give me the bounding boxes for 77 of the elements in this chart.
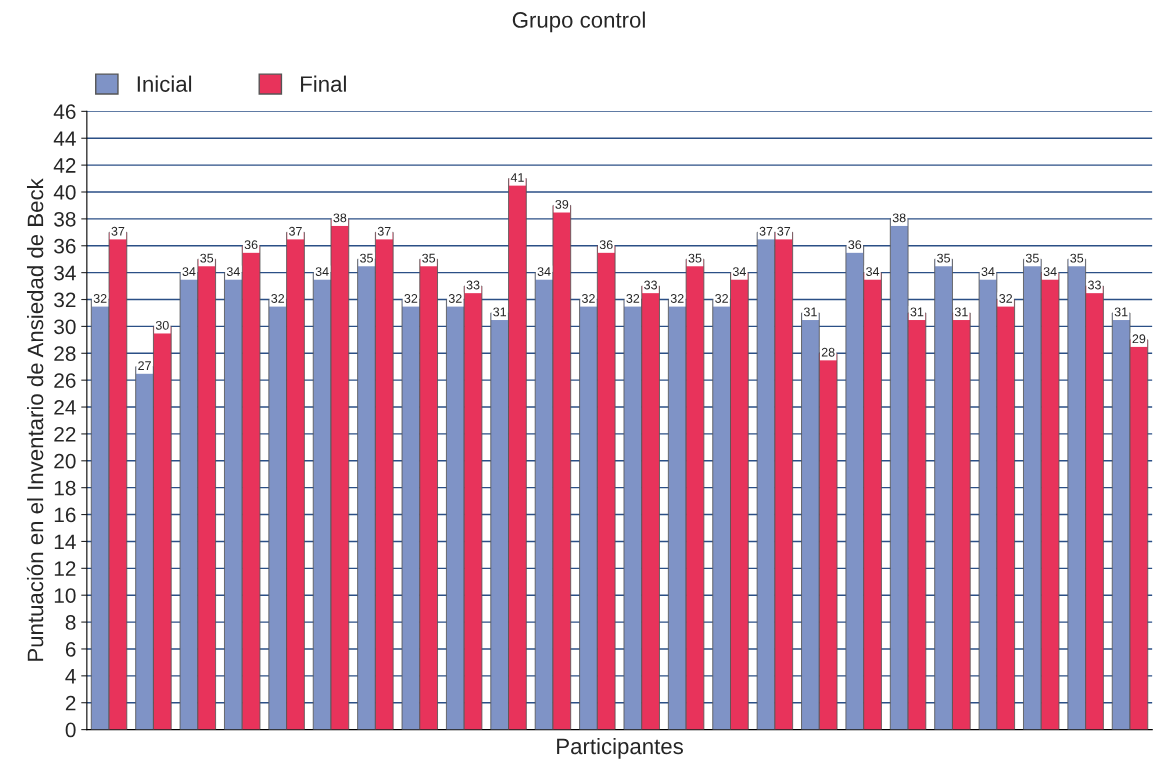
data-label: 38	[333, 213, 347, 223]
y-tick-label: 36	[54, 238, 76, 254]
data-label: 34	[182, 267, 196, 276]
data-label: 32	[93, 294, 107, 303]
data-label: 28	[821, 347, 835, 357]
data-label: 38	[892, 213, 906, 223]
data-label: 33	[644, 280, 658, 290]
data-label: 37	[111, 226, 125, 236]
data-label: 31	[1114, 307, 1128, 317]
data-label: 29	[1132, 334, 1146, 344]
data-label: 35	[422, 253, 436, 263]
x-axis-title: Participantes	[557, 737, 683, 759]
data-label: 32	[626, 294, 640, 303]
y-tick-label: 20	[54, 453, 76, 469]
y-tick-label: 34	[54, 265, 76, 281]
data-label: 31	[954, 307, 968, 317]
y-tick-label: 8	[65, 615, 76, 630]
data-label: 37	[759, 226, 773, 236]
data-label: 34	[1043, 267, 1057, 276]
data-label: 36	[848, 240, 862, 250]
data-label: 34	[981, 267, 995, 276]
data-label: 35	[688, 253, 702, 263]
y-tick-label: 22	[54, 426, 76, 442]
y-tick-label: 38	[54, 211, 76, 227]
y-tick-label: 18	[54, 480, 76, 496]
data-label: 32	[670, 294, 684, 303]
y-tick-label: 2	[65, 695, 76, 711]
y-tick-label: 40	[53, 185, 76, 200]
data-label: 34	[866, 267, 880, 276]
data-label: 37	[377, 226, 391, 236]
y-tick-label: 4	[65, 669, 76, 684]
data-label: 35	[200, 253, 214, 263]
legend-label: Final	[301, 75, 346, 92]
chart-title: Grupo control	[512, 11, 645, 33]
data-label: 35	[1025, 253, 1039, 263]
y-tick-label: 26	[54, 373, 76, 388]
y-axis-title: Puntuación en el Inventario de Ansiedad de Beck	[26, 178, 44, 661]
data-label: 34	[226, 267, 240, 276]
y-tick-label: 28	[54, 346, 76, 362]
data-label: 35	[1070, 253, 1084, 263]
data-label: 37	[289, 226, 302, 236]
data-label: 31	[803, 307, 817, 317]
data-label: 34	[732, 267, 746, 276]
y-tick-label: 10	[54, 588, 76, 603]
data-label: 35	[937, 253, 951, 263]
y-tick-label: 32	[54, 292, 76, 308]
legend-label: Inicial	[137, 75, 192, 92]
data-label: 34	[537, 267, 551, 276]
data-label: 27	[138, 361, 151, 370]
y-tick-label: 6	[65, 641, 76, 657]
y-tick-label: 0	[65, 722, 76, 738]
y-tick-label: 16	[54, 507, 76, 523]
data-label: 34	[315, 267, 329, 276]
data-label: 33	[466, 280, 480, 290]
data-label: 37	[777, 226, 791, 236]
data-label: 31	[493, 307, 507, 317]
data-label: 32	[448, 294, 462, 303]
data-label: 41	[510, 173, 524, 182]
data-label: 32	[404, 294, 418, 303]
y-tick-label: 12	[54, 561, 76, 576]
y-tick-label: 46	[53, 104, 76, 120]
data-label: 30	[155, 320, 169, 330]
y-tick-label: 44	[53, 131, 76, 146]
data-label: 33	[1088, 280, 1101, 290]
data-label: 39	[555, 199, 569, 209]
y-tick-label: 24	[54, 400, 76, 415]
data-label: 36	[599, 240, 613, 250]
data-label: 35	[360, 253, 373, 263]
data-label: 32	[999, 294, 1013, 303]
data-label: 31	[910, 307, 924, 317]
data-label: 32	[581, 294, 595, 303]
data-label: 36	[244, 240, 258, 250]
y-tick-label: 14	[54, 534, 76, 549]
y-tick-label: 42	[53, 158, 76, 173]
data-label: 32	[715, 294, 728, 303]
y-tick-label: 30	[54, 319, 76, 335]
data-label: 32	[271, 294, 285, 303]
